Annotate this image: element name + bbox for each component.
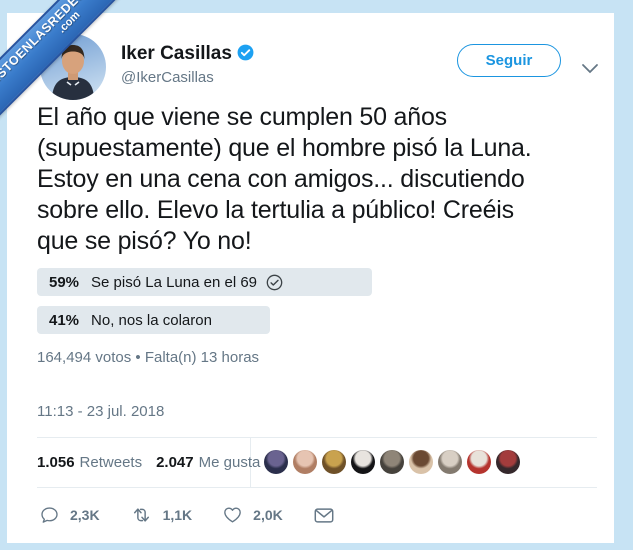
user-handle[interactable]: @IkerCasillas [121,69,214,86]
tweet-actions: 2,3K 1,1K 2,0K [39,497,365,533]
profile-avatar-image [40,34,106,100]
tweet-card: Iker Casillas @IkerCasillas Seguir El añ… [7,13,614,543]
dm-action[interactable] [313,506,335,525]
likers-avatar-strip [264,450,525,474]
liker-avatar[interactable] [293,450,317,474]
reply-count: 2,3K [70,507,100,523]
timestamp: 11:13 - 23 jul. 2018 [37,403,165,420]
liker-avatar[interactable] [409,450,433,474]
liker-avatar[interactable] [496,450,520,474]
poll-option-1-label: Se pisó La Luna en el 69 [91,273,257,291]
retweet-action[interactable]: 1,1K [130,505,193,525]
verified-badge-icon [237,44,254,66]
heart-icon [222,505,243,525]
envelope-icon [313,506,335,525]
liker-avatar[interactable] [380,450,404,474]
likes-count[interactable]: 2.047 [156,453,194,471]
reply-action[interactable]: 2,3K [39,505,100,525]
like-action[interactable]: 2,0K [222,505,283,525]
poll-option-1[interactable]: 59% Se pisó La Luna en el 69 [37,268,373,296]
follow-button[interactable]: Seguir [457,44,561,77]
likes-label[interactable]: Me gusta [198,453,261,471]
profile-avatar[interactable] [40,34,106,100]
retweet-icon [130,505,153,525]
reply-icon [39,505,60,525]
display-name[interactable]: Iker Casillas [121,44,254,66]
liker-avatar[interactable] [351,450,375,474]
divider [37,487,597,488]
like-count: 2,0K [253,507,283,523]
poll-option-2[interactable]: 41% No, nos la colaron [37,306,270,334]
divider [37,437,597,438]
poll-option-2-percent: 41% [49,311,80,329]
stats-row: 1.056 Retweets 2.047 Me gusta [37,437,260,487]
liker-avatar[interactable] [264,450,288,474]
retweets-count[interactable]: 1.056 [37,453,75,471]
liker-avatar[interactable] [467,450,491,474]
tweet-text: El año que viene se cumplen 50 años (sup… [37,103,532,255]
liker-avatar[interactable] [322,450,346,474]
poll-option-1-percent: 59% [49,273,80,291]
liker-avatar[interactable] [438,450,462,474]
divider [250,437,251,488]
retweet-count: 1,1K [162,507,193,523]
poll-meta: 164,494 votos • Falta(n) 13 horas [37,349,260,366]
chevron-down-icon[interactable] [581,62,599,80]
retweets-label[interactable]: Retweets [79,453,143,471]
poll-option-2-label: No, nos la colaron [91,311,212,329]
poll: 59% Se pisó La Luna en el 69 41% No, nos… [37,268,605,366]
display-name-text: Iker Casillas [121,43,232,64]
voted-check-icon [266,274,283,291]
